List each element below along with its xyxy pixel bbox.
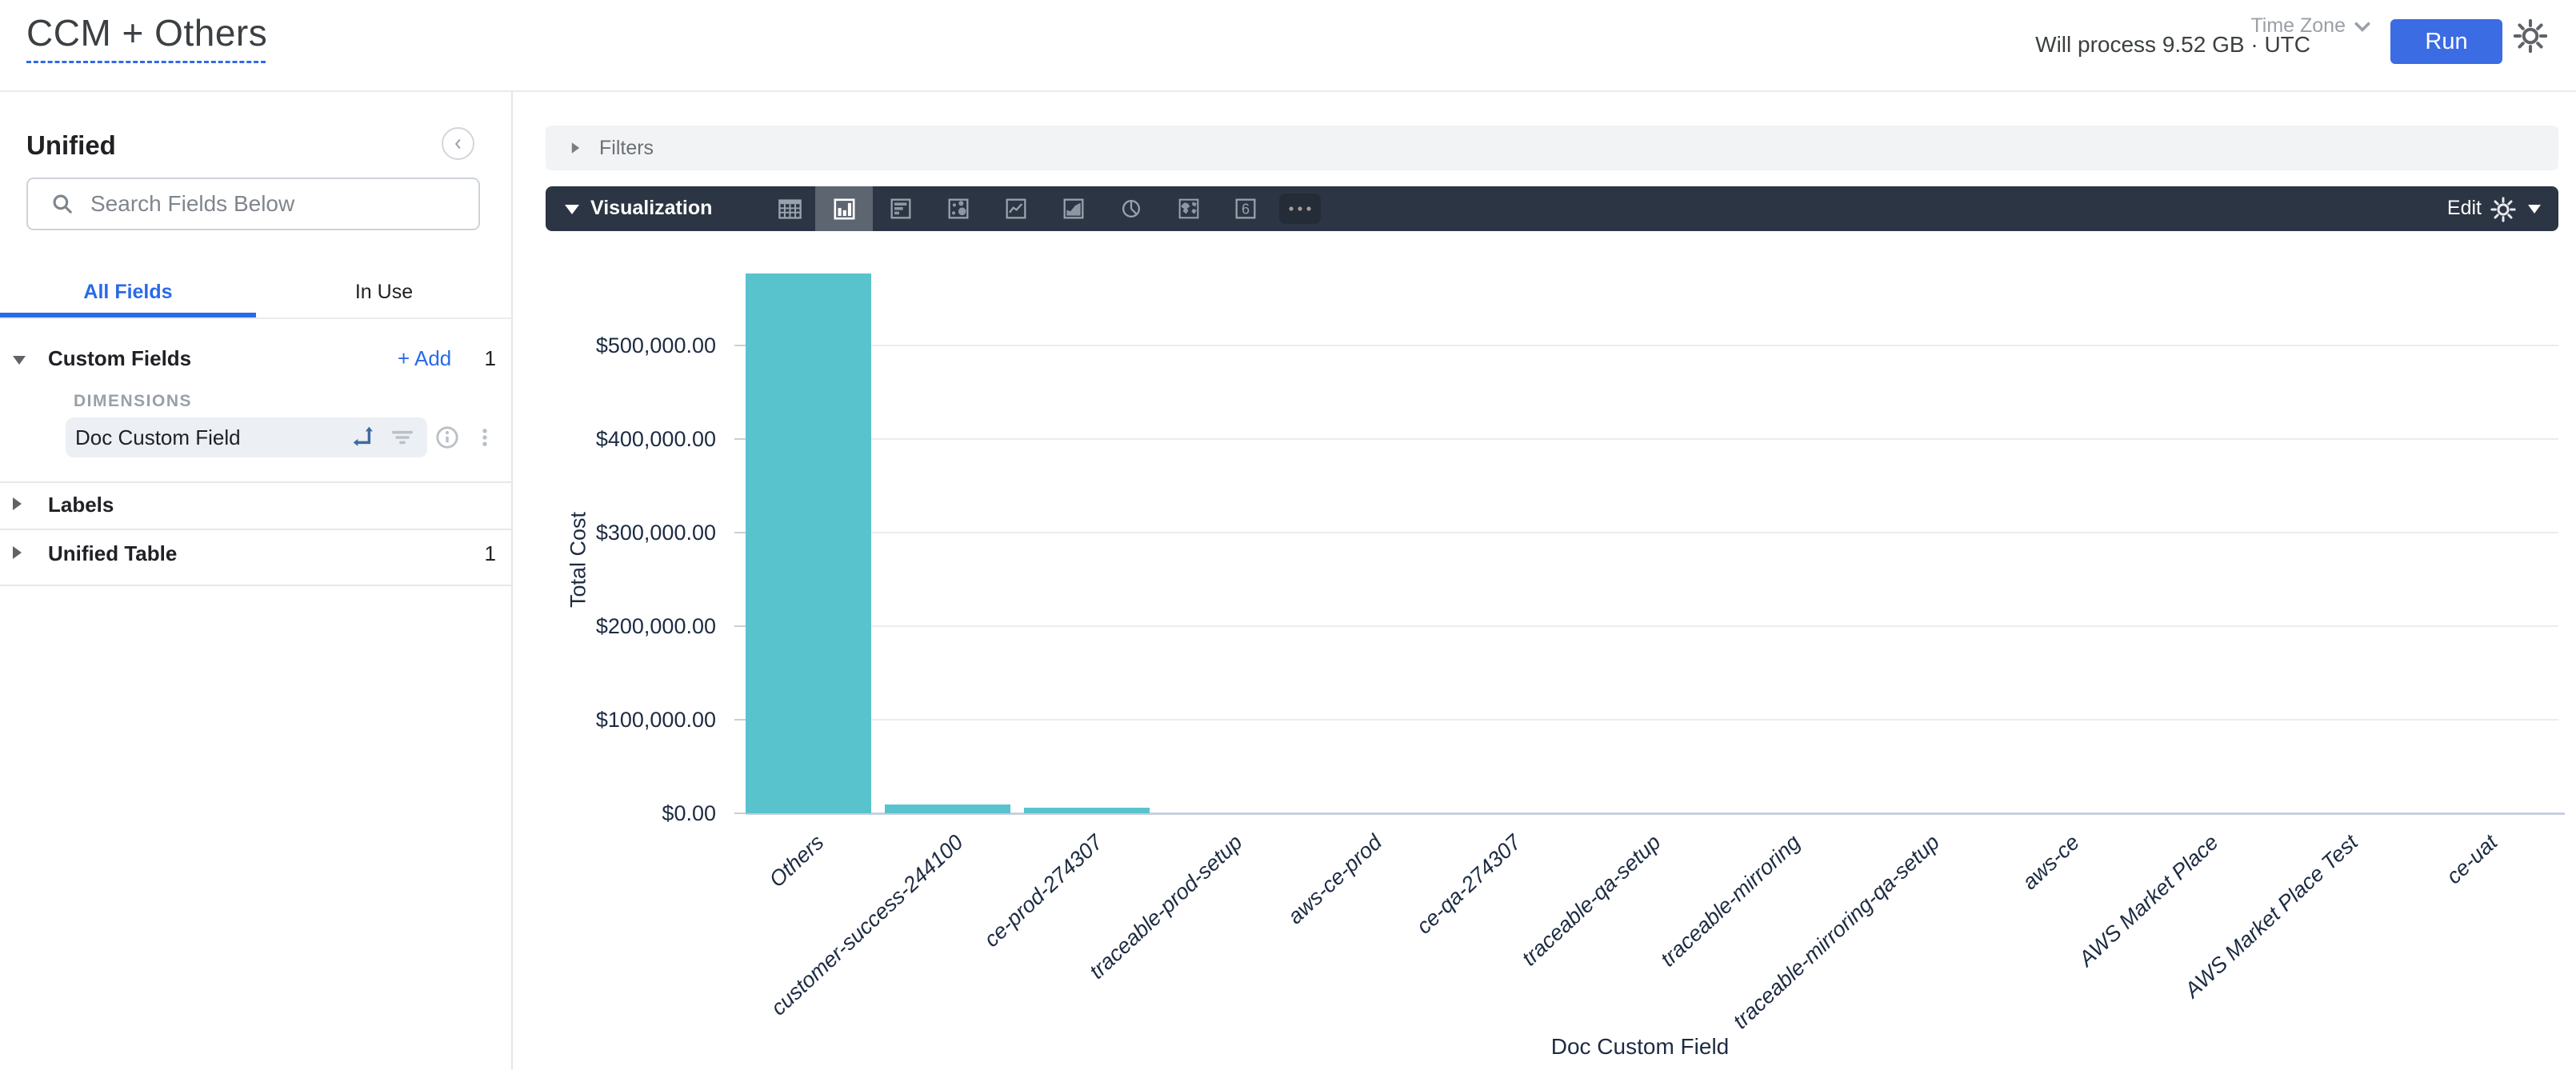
svg-text:6: 6 [1242, 202, 1250, 218]
x-tick-label: ce-qa-274307 [1411, 830, 1526, 939]
caret-down-icon[interactable] [2528, 205, 2541, 214]
sidebar-item-labels[interactable]: Labels [0, 483, 513, 528]
custom-fields-label: Custom Fields [48, 346, 192, 370]
bar-others[interactable] [745, 273, 871, 813]
filter-icon[interactable] [389, 424, 416, 451]
sidebar-title: Unified [26, 130, 116, 160]
pivot-icon[interactable] [350, 424, 378, 451]
top-header: CCM + Others Will process 9.52 GB · UTC … [0, 0, 2576, 92]
x-tick-label: aws-ce-prod [1282, 830, 1386, 929]
search-icon [53, 194, 72, 214]
dimensions-group-label: DIMENSIONS [74, 392, 193, 410]
chevron-left-icon [454, 138, 461, 149]
caret-right-icon [13, 546, 22, 559]
gridline [746, 625, 2558, 627]
area-chart-icon[interactable] [1045, 186, 1102, 231]
x-tick-label: traceable-mirroring-qa-setup [1728, 830, 1945, 1034]
x-tick-label: AWS Market Place Test [2180, 830, 2363, 1003]
plus-icon [398, 346, 414, 370]
gridline [746, 345, 2558, 346]
line-chart-icon[interactable] [987, 186, 1045, 231]
custom-fields-section-header[interactable]: Custom Fields Add 1 [0, 340, 513, 381]
donut-chart-icon[interactable] [1102, 186, 1160, 231]
fields-sidebar: Unified All Fields In Use Custom Fields A… [0, 92, 513, 1070]
bar-chart-icon[interactable] [815, 186, 873, 231]
x-tick-label: ce-uat [2442, 830, 2502, 889]
kebab-menu-icon[interactable] [474, 424, 496, 451]
filters-expander[interactable]: Filters [546, 126, 2558, 170]
filters-label: Filters [599, 136, 654, 159]
y-axis-title: Total Cost [566, 511, 590, 609]
timezone-dropdown[interactable]: Time Zone [2176, 14, 2371, 38]
caret-down-icon [13, 356, 26, 365]
x-tick-label: AWS Market Place [2074, 830, 2223, 972]
field-item-doc-custom-field[interactable]: Doc Custom Field [66, 417, 427, 457]
sidebar-item-unified-table[interactable]: Unified Table 1 [0, 532, 513, 577]
more-icon[interactable] [1271, 186, 1329, 231]
caret-down-icon[interactable] [565, 205, 579, 214]
map-icon[interactable] [1160, 186, 1218, 231]
run-button[interactable]: Run [2390, 19, 2502, 64]
settings-gear-icon[interactable] [2512, 18, 2549, 54]
unified-table-count: 1 [484, 541, 496, 565]
collapse-sidebar-icon[interactable] [442, 127, 474, 160]
x-axis-line [746, 812, 2565, 815]
x-tick-label: traceable-mirroring [1655, 830, 1805, 972]
gridline [746, 438, 2558, 440]
sidebar-tabs: All Fields In Use [0, 266, 513, 319]
x-tick-label: traceable-qa-setup [1517, 830, 1666, 971]
caret-right-icon [571, 142, 580, 154]
unified-table-section-label: Unified Table [48, 541, 178, 565]
add-custom-field-button[interactable]: Add [398, 346, 451, 371]
search-field-container [26, 178, 480, 230]
title-editable-underline [26, 61, 266, 63]
chevron-down-icon [2354, 21, 2370, 32]
horizontal-bars-icon[interactable] [872, 186, 930, 231]
single-value-icon[interactable]: 6 [1217, 186, 1274, 231]
visualization-gear-icon[interactable] [2490, 196, 2517, 223]
gridline [746, 719, 2558, 721]
x-tick-label: ce-prod-274307 [979, 830, 1108, 952]
x-tick-label: Others [764, 830, 829, 892]
report-title[interactable]: CCM + Others [26, 12, 268, 54]
custom-fields-count: 1 [484, 346, 496, 370]
edit-button[interactable]: Edit [2446, 197, 2482, 219]
x-tick-label: customer-success-244100 [766, 830, 968, 1020]
process-info-text: Will process 9.52 GB · UTC [2035, 32, 2310, 57]
scatter-icon[interactable] [930, 186, 987, 231]
tab-all-fields[interactable]: All Fields [0, 266, 256, 317]
tab-in-use[interactable]: In Use [354, 280, 414, 303]
timezone-label: Time Zone [2250, 14, 2346, 37]
visualization-toolbar: Visualization Edit 6 [546, 186, 2558, 231]
gridline [746, 532, 2558, 533]
visualization-label: Visualization [590, 197, 713, 219]
labels-section-label: Labels [48, 493, 114, 517]
divider [0, 481, 513, 483]
x-tick-label: aws-ce [2017, 830, 2084, 895]
bar-ce-prod-274307[interactable] [1024, 808, 1150, 813]
caret-right-icon [13, 497, 22, 510]
bar-customer-success-244100[interactable] [884, 804, 1010, 813]
divider [0, 585, 513, 586]
table-icon[interactable] [761, 186, 818, 231]
info-icon[interactable] [434, 424, 461, 451]
divider [0, 529, 513, 530]
field-name: Doc Custom Field [75, 425, 241, 449]
search-input[interactable] [90, 191, 470, 217]
x-tick-label: traceable-prod-setup [1084, 830, 1247, 984]
x-axis-title: Doc Custom Field [1550, 1034, 1730, 1059]
